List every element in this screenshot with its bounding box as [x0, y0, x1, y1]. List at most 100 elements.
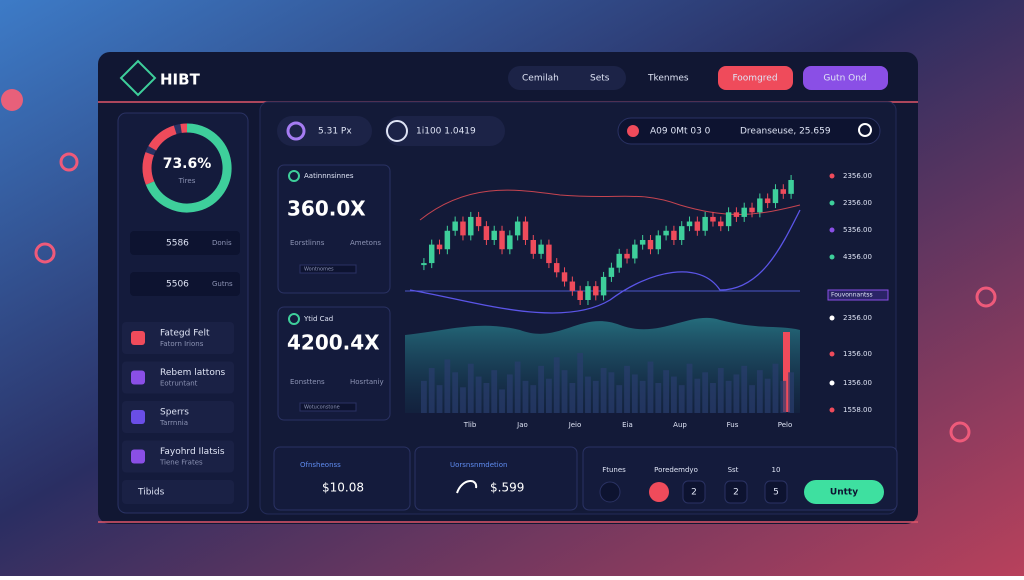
decor	[1, 89, 23, 111]
candle	[561, 272, 568, 282]
item-sub[interactable]: Tarrnnia	[159, 419, 188, 427]
button-label[interactable]: Gutn Ond	[823, 74, 866, 84]
price-label: 1356.00	[843, 379, 872, 387]
candle	[655, 235, 662, 250]
control[interactable]	[599, 481, 621, 503]
sidebar-item[interactable]	[122, 440, 234, 473]
item-icon	[131, 331, 145, 345]
volume-bar	[546, 378, 552, 413]
button-label[interactable]: Foomgred	[732, 74, 777, 84]
candle	[694, 221, 701, 231]
item-sub[interactable]: Eotruntant	[160, 380, 198, 388]
key[interactable]	[682, 480, 706, 504]
nav-link[interactable]: Sets	[590, 74, 610, 84]
price-dot	[829, 200, 835, 206]
volume-bar	[569, 383, 576, 413]
volume-bar	[592, 380, 599, 413]
sidebar-item[interactable]	[122, 401, 234, 433]
item-sub[interactable]: Fatorn Irions	[160, 340, 204, 348]
candle	[600, 276, 607, 296]
input[interactable]	[299, 264, 357, 274]
candle	[639, 240, 646, 245]
card-sub: Eonsttens	[290, 378, 325, 386]
x-label: Pelo	[778, 421, 793, 429]
input[interactable]	[299, 402, 357, 412]
control-label: 10	[772, 466, 781, 474]
volume-bar	[671, 376, 677, 413]
decor	[34, 242, 56, 264]
item-title[interactable]: Fayohrd Ilatsis	[160, 447, 225, 457]
search-text[interactable]: A09 0Mt 03 0	[650, 127, 711, 137]
card-title: Aatinnnsinnes	[304, 172, 354, 180]
gauge-label: Tires	[178, 177, 196, 185]
button[interactable]	[803, 66, 888, 90]
nav-link[interactable]: Cemilah	[522, 74, 559, 84]
card-title: Uorsnsnmdetion	[450, 461, 507, 469]
stat-label: Donis	[212, 239, 232, 247]
icon	[627, 125, 639, 137]
item-title[interactable]: Sperrs	[160, 408, 189, 418]
volume-bar	[647, 361, 654, 413]
candle	[507, 235, 513, 250]
volume-bar	[506, 374, 513, 413]
volume-bar	[452, 372, 459, 413]
candle	[569, 281, 576, 291]
legend	[827, 289, 889, 301]
action-label[interactable]: Untty	[830, 488, 858, 498]
ma-line	[409, 209, 801, 314]
icon	[286, 121, 306, 141]
action-button[interactable]	[804, 480, 884, 504]
price-dot	[829, 254, 835, 260]
candle	[577, 290, 583, 300]
item-icon	[131, 449, 145, 464]
gauge-value: 73.6%	[163, 156, 212, 172]
volume-bar	[725, 380, 732, 413]
candle	[608, 267, 615, 277]
candle	[718, 221, 724, 227]
candle	[546, 244, 552, 264]
button[interactable]	[718, 66, 793, 90]
volume-bar	[631, 374, 638, 413]
sidebar-footer[interactable]: Tibids	[137, 488, 165, 498]
logo-icon	[119, 59, 157, 97]
candle	[663, 230, 669, 236]
key-label[interactable]: 5	[773, 488, 779, 498]
control[interactable]	[649, 482, 669, 502]
nav-pill[interactable]	[508, 66, 626, 90]
key[interactable]	[724, 480, 748, 504]
key-label[interactable]: 2	[733, 488, 739, 498]
volume-bar	[733, 374, 740, 413]
price-label: 1356.00	[843, 350, 872, 358]
candle	[522, 221, 529, 240]
sidebar-item[interactable]	[122, 480, 234, 504]
sidebar-item[interactable]	[122, 361, 234, 394]
item-title[interactable]: Fategd Felt	[160, 329, 210, 339]
volume-bar	[585, 376, 591, 413]
price-label: 2356.00	[843, 172, 872, 180]
volume-bar	[421, 380, 427, 413]
item-title[interactable]: Rebem lattons	[160, 368, 226, 378]
search-text[interactable]: Dreanseuse, 25.659	[740, 127, 831, 137]
volume-bar	[663, 370, 669, 413]
search-bar[interactable]	[617, 117, 881, 145]
nav-link[interactable]: Tkenmes	[647, 74, 689, 84]
card-sub: Hosrtaniy	[350, 378, 384, 386]
candle	[632, 244, 638, 259]
stat-card	[277, 306, 391, 421]
volume-bar	[538, 365, 544, 413]
volume-bar	[616, 385, 623, 413]
icon	[386, 120, 408, 142]
candle	[585, 286, 591, 300]
volume-bar	[444, 359, 451, 413]
sidebar-item[interactable]	[122, 322, 234, 354]
price-dot	[829, 227, 835, 233]
stat-card	[277, 164, 391, 294]
key[interactable]	[764, 480, 788, 504]
item-sub[interactable]: Tiene Frates	[159, 459, 203, 467]
candle	[483, 226, 490, 240]
price-dot	[829, 407, 835, 413]
key-label[interactable]: 2	[691, 488, 697, 498]
area-decor	[405, 317, 800, 413]
search-icon[interactable]	[858, 123, 872, 137]
candle	[421, 263, 427, 266]
